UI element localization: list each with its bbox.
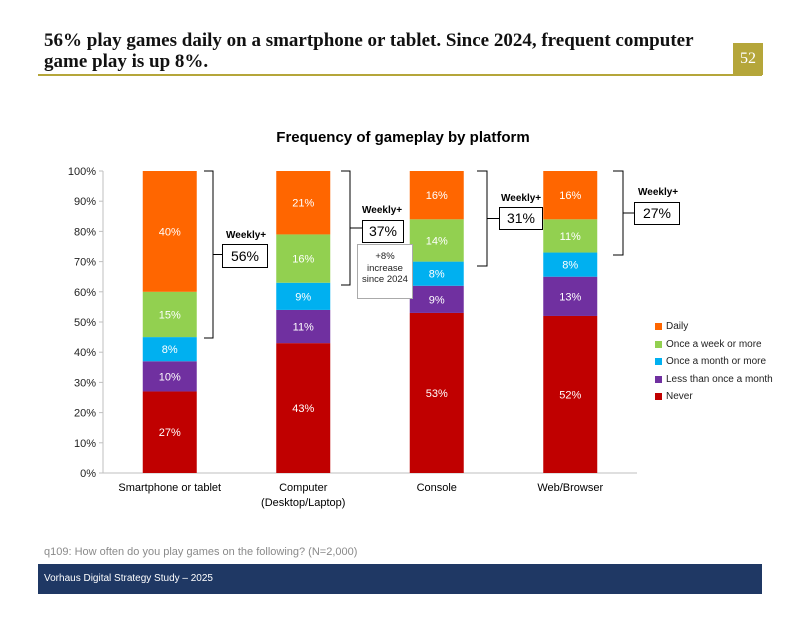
category-label: Smartphone or tablet bbox=[118, 482, 221, 494]
weekly-value-computer: 37% bbox=[362, 220, 404, 243]
legend-label: Once a week or more bbox=[666, 338, 762, 350]
y-tick-label: 20% bbox=[74, 408, 96, 420]
bar-segment bbox=[409, 261, 464, 286]
bar-segment bbox=[409, 219, 464, 262]
weekly-label-console: Weekly+ bbox=[501, 193, 542, 204]
data-label: 16% bbox=[292, 254, 314, 266]
legend-swatch bbox=[655, 393, 662, 401]
legend-item: Never bbox=[655, 388, 773, 406]
weekly-label-web: Weekly+ bbox=[638, 187, 679, 198]
slide-headline: 56% play games daily on a smartphone or … bbox=[44, 30, 694, 72]
bar-segment bbox=[276, 234, 331, 283]
weekly-bracket bbox=[204, 170, 222, 339]
data-label: 15% bbox=[159, 309, 181, 321]
y-tick-label: 50% bbox=[74, 317, 96, 329]
data-label: 43% bbox=[292, 403, 314, 415]
data-label: 9% bbox=[295, 291, 311, 303]
data-label: 52% bbox=[559, 389, 581, 401]
bar-segment bbox=[543, 252, 598, 277]
legend-swatch bbox=[655, 375, 662, 383]
data-label: 40% bbox=[159, 226, 181, 238]
bar-segment bbox=[276, 309, 331, 344]
bar-segment bbox=[276, 282, 331, 310]
legend-swatch bbox=[655, 358, 662, 366]
y-tick-label: 100% bbox=[68, 166, 96, 178]
footnote: q109: How often do you play games on the… bbox=[44, 546, 358, 558]
weekly-bracket bbox=[613, 170, 634, 256]
data-label: 21% bbox=[292, 198, 314, 210]
data-label: 14% bbox=[426, 235, 448, 247]
bar-segment bbox=[142, 291, 197, 338]
weekly-label-computer: Weekly+ bbox=[362, 205, 403, 216]
legend-item: Daily bbox=[655, 318, 773, 336]
data-label: 16% bbox=[426, 190, 448, 202]
bar-segment bbox=[409, 312, 464, 473]
category-label: (Desktop/Laptop) bbox=[261, 497, 345, 509]
weekly-value-console: 31% bbox=[499, 207, 543, 230]
data-label: 10% bbox=[159, 371, 181, 383]
footer-text: Vorhaus Digital Strategy Study – 2025 bbox=[44, 573, 213, 584]
legend-item: Once a week or more bbox=[655, 336, 773, 354]
legend-label: Never bbox=[666, 391, 693, 403]
bar-segment bbox=[142, 337, 197, 362]
legend-label: Once a month or more bbox=[666, 356, 767, 368]
y-tick-label: 70% bbox=[74, 257, 96, 269]
bar-segment bbox=[543, 219, 598, 253]
title-rule bbox=[38, 74, 762, 76]
weekly-value-web: 27% bbox=[634, 202, 680, 225]
category-label: Web/Browser bbox=[537, 482, 603, 494]
data-label: 9% bbox=[429, 294, 445, 306]
data-label: 16% bbox=[559, 190, 581, 202]
bar-segment bbox=[409, 171, 464, 220]
bar-segment bbox=[142, 391, 197, 473]
bar-segment bbox=[276, 343, 331, 473]
data-label: 27% bbox=[159, 427, 181, 439]
bar-segment bbox=[409, 285, 464, 313]
y-tick-label: 10% bbox=[74, 438, 96, 450]
page-number: 52 bbox=[733, 43, 763, 75]
chart-title: Frequency of gameplay by platform bbox=[276, 129, 529, 146]
bar-segment bbox=[142, 361, 197, 392]
data-label: 8% bbox=[562, 260, 578, 272]
data-label: 53% bbox=[426, 388, 448, 400]
bar-segment bbox=[142, 171, 197, 292]
y-tick-label: 60% bbox=[74, 287, 96, 299]
data-label: 8% bbox=[162, 344, 178, 356]
weekly-bracket bbox=[477, 170, 499, 267]
weekly-value-smartphone: 56% bbox=[222, 244, 268, 268]
footer-bar: Vorhaus Digital Strategy Study – 2025 bbox=[38, 564, 762, 594]
y-tick-label: 30% bbox=[74, 377, 96, 389]
legend-swatch bbox=[655, 340, 662, 348]
bar-segment bbox=[276, 171, 331, 235]
y-tick-label: 90% bbox=[74, 196, 96, 208]
data-label: 8% bbox=[429, 269, 445, 281]
weekly-bracket bbox=[341, 170, 362, 286]
bar-segment bbox=[543, 276, 598, 316]
category-label: Console bbox=[417, 482, 457, 494]
data-label: 13% bbox=[559, 291, 581, 303]
legend-swatch bbox=[655, 323, 662, 331]
legend-item: Less than once a month bbox=[655, 371, 773, 389]
data-label: 11% bbox=[293, 322, 314, 334]
bar-segment bbox=[543, 171, 598, 220]
bar-segment bbox=[543, 315, 598, 473]
increase-note: +8% increase since 2024 bbox=[357, 244, 413, 299]
chart-legend: Daily Once a week or more Once a month or … bbox=[655, 318, 773, 406]
y-tick-label: 0% bbox=[80, 468, 96, 480]
category-label: Computer bbox=[279, 482, 328, 494]
legend-label: Less than once a month bbox=[666, 373, 773, 385]
weekly-label-smartphone: Weekly+ bbox=[226, 230, 267, 241]
legend-item: Once a month or more bbox=[655, 353, 773, 371]
legend-label: Daily bbox=[666, 321, 689, 333]
data-label: 11% bbox=[560, 231, 581, 243]
y-tick-label: 40% bbox=[74, 347, 96, 359]
y-tick-label: 80% bbox=[74, 226, 96, 238]
